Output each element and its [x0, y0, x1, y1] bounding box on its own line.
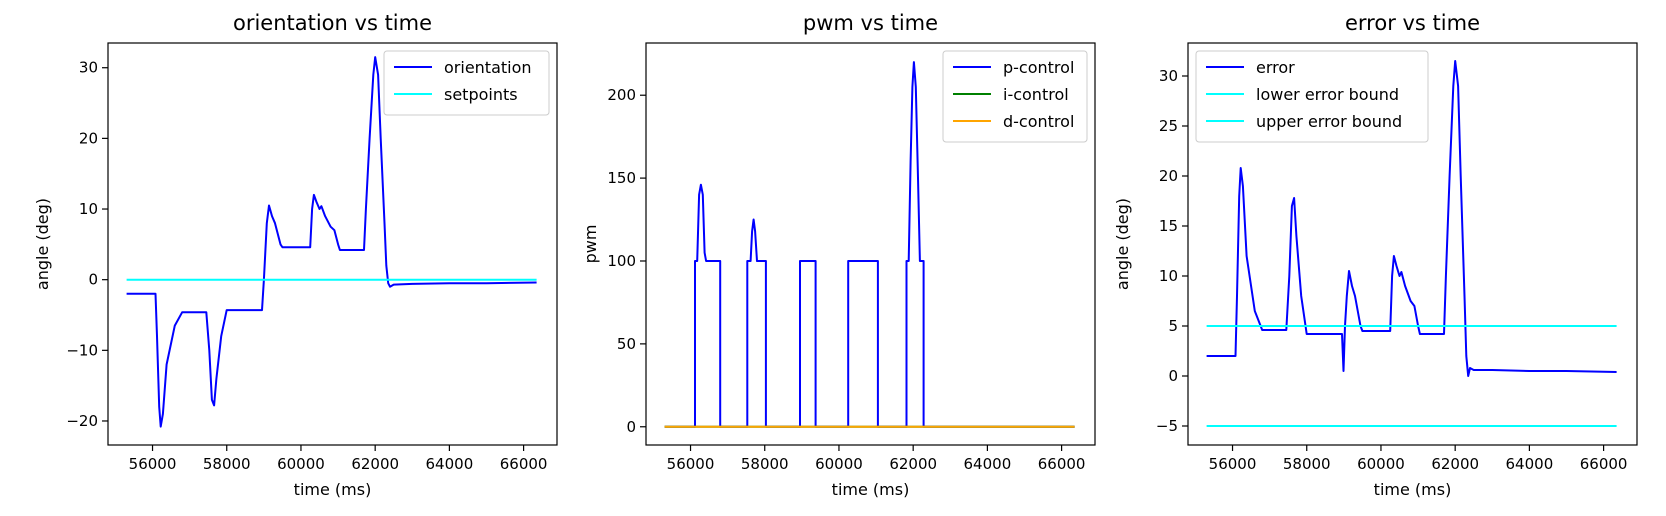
error-legend-label: upper error bound	[1256, 112, 1402, 131]
pwm-legend-label: d-control	[1003, 112, 1074, 131]
orientation-y-axis-label: angle (deg)	[33, 198, 52, 290]
error-xtick-label: 58000	[1283, 455, 1331, 473]
pwm-axes-frame	[645, 42, 1096, 446]
error-xtick-label: 56000	[1209, 455, 1257, 473]
error-y-axis-label: angle (deg)	[1113, 198, 1132, 290]
pwm-legend-label: p-control	[1003, 58, 1074, 77]
orientation-series-group	[126, 56, 537, 428]
orientation-ytick-label: 20	[79, 129, 98, 147]
orientation-ytick-label: 0	[88, 271, 98, 289]
error-chart-title: error vs time	[1345, 11, 1480, 35]
pwm-legend-box	[942, 50, 1088, 143]
error-ytick-label: −5	[1156, 417, 1178, 435]
pwm-y-axis-label: pwm	[581, 225, 600, 264]
error-xtick-label: 66000	[1580, 455, 1628, 473]
pwm-xtick-label: 64000	[964, 455, 1012, 473]
error-ytick-label: 5	[1168, 317, 1178, 335]
orientation-xtick-label: 66000	[500, 455, 548, 473]
orientation-xtick-label: 56000	[129, 455, 177, 473]
orientation-legend-label: setpoints	[444, 85, 518, 104]
orientation-legend-label: orientation	[444, 58, 532, 77]
pwm-legend: p-control i-control d-control	[942, 50, 1088, 143]
error-ytick-label: 15	[1159, 217, 1178, 235]
orientation-xtick-label: 58000	[203, 455, 251, 473]
error-legend-label: error	[1256, 58, 1295, 77]
error-x-axis-label: time (ms)	[1374, 480, 1452, 499]
orientation-axes-frame	[107, 42, 558, 446]
pwm-legend-label: i-control	[1003, 85, 1069, 104]
orientation-xtick-label: 62000	[351, 455, 399, 473]
orientation-ytick-label: 30	[79, 59, 98, 77]
error-chart: 56000 58000 60000 62000 64000 66000 −5 0 5 10 15 20…	[1113, 11, 1638, 499]
pwm-ytick-label: 100	[607, 252, 636, 270]
error-ytick-label: 0	[1168, 367, 1178, 385]
pwm-xtick-label: 56000	[667, 455, 715, 473]
pwm-xtick-label: 66000	[1038, 455, 1086, 473]
error-ytick-label: 30	[1159, 67, 1178, 85]
error-ytick-label: 10	[1159, 267, 1178, 285]
orientation-ytick-label: −20	[66, 412, 98, 430]
orientation-chart: 56000 58000 60000 62000 64000 66000 −20 −10 0 10 2…	[33, 11, 558, 499]
pwm-chart-title: pwm vs time	[803, 11, 938, 35]
pwm-xtick-label: 58000	[741, 455, 789, 473]
orientation-ytick-label: 10	[79, 200, 98, 218]
orientation-chart-title: orientation vs time	[233, 11, 432, 35]
error-ytick-label: 25	[1159, 117, 1178, 135]
pwm-series-group	[664, 61, 1075, 428]
pwm-ytick-label: 0	[626, 418, 636, 436]
error-axes-frame	[1187, 42, 1638, 446]
pwm-xtick-label: 62000	[889, 455, 937, 473]
orientation-ytick-label: −10	[66, 341, 98, 359]
error-series-error-line	[1206, 60, 1617, 377]
error-xtick-label: 64000	[1506, 455, 1554, 473]
orientation-series-orientation-line	[126, 56, 537, 428]
pwm-xtick-label: 60000	[815, 455, 863, 473]
error-series-group	[1206, 60, 1617, 427]
orientation-xtick-label: 60000	[277, 455, 325, 473]
orientation-x-axis-label: time (ms)	[294, 480, 372, 499]
error-legend-box	[1195, 50, 1429, 143]
orientation-legend: orientation setpoints	[383, 50, 550, 116]
error-xtick-label: 62000	[1431, 455, 1479, 473]
pwm-chart: 56000 58000 60000 62000 64000 66000 0 50 100 150 2…	[581, 11, 1096, 499]
pwm-ytick-label: 150	[607, 169, 636, 187]
pwm-x-axis-label: time (ms)	[832, 480, 910, 499]
pwm-ytick-label: 50	[617, 335, 636, 353]
error-legend-label: lower error bound	[1256, 85, 1399, 104]
pwm-ytick-label: 200	[607, 86, 636, 104]
error-legend: error lower error bound upper error bound	[1195, 50, 1429, 143]
error-ytick-label: 20	[1159, 167, 1178, 185]
orientation-xtick-label: 64000	[426, 455, 474, 473]
error-xtick-label: 60000	[1357, 455, 1405, 473]
